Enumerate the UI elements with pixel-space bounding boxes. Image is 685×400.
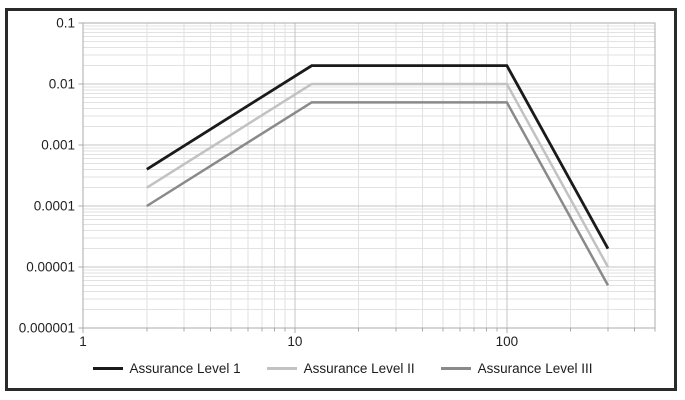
svg-text:100: 100: [496, 334, 519, 349]
svg-text:0.0001: 0.0001: [34, 199, 75, 214]
legend-label: Assurance Level 1: [129, 361, 241, 376]
legend-line-swatch: [92, 367, 123, 370]
legend-line-swatch: [266, 367, 297, 370]
minor-gridlines: [83, 23, 656, 332]
svg-text:0.01: 0.01: [49, 77, 75, 92]
legend-item-assurance-level-3: Assurance Level III: [440, 361, 593, 376]
legend-item-assurance-level-1: Assurance Level 1: [92, 361, 241, 376]
chart-border-frame: [5, 8, 677, 391]
legend-label: Assurance Level III: [477, 361, 593, 376]
legend-label: Assurance Level II: [303, 361, 415, 376]
legend-item-assurance-level-2: Assurance Level II: [266, 361, 415, 376]
series-line-1: [146, 82, 610, 268]
y-axis-tick-labels: 0.1 0.01 0.001 0.0001 0.00001 0.000001: [19, 16, 75, 336]
svg-text:0.1: 0.1: [56, 16, 75, 31]
svg-text:10: 10: [287, 334, 302, 349]
major-gridlines: [78, 22, 656, 333]
svg-text:0.000001: 0.000001: [19, 321, 75, 336]
legend-line-swatch: [440, 367, 471, 370]
svg-text:1: 1: [79, 334, 87, 349]
x-axis-tick-labels: 1 10 100: [79, 334, 518, 349]
series-lines: [146, 64, 610, 286]
svg-text:0.001: 0.001: [41, 138, 75, 153]
series-line-0: [146, 64, 610, 250]
chart-legend: Assurance Level 1 Assurance Level II Ass…: [8, 361, 677, 376]
svg-text:0.00001: 0.00001: [26, 260, 75, 275]
series-line-2: [146, 101, 610, 286]
